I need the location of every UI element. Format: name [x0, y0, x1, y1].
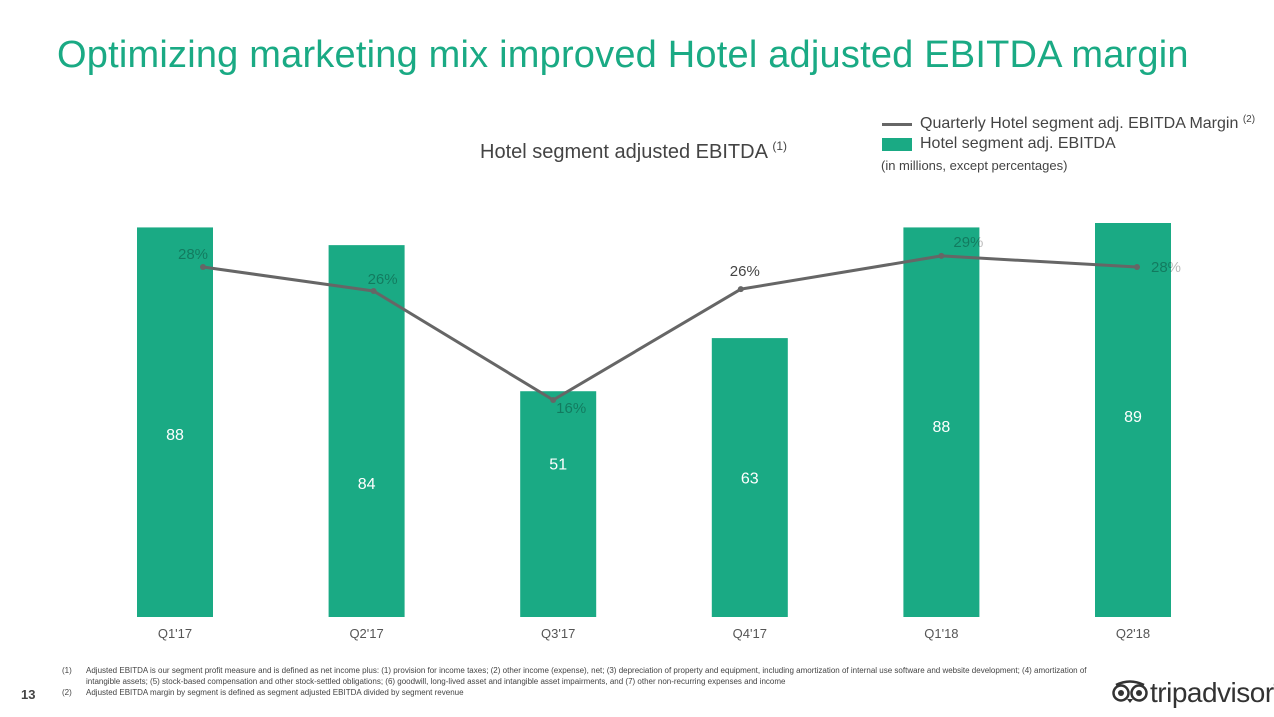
- bar-value-label: 63: [741, 471, 759, 488]
- footnote-text: Adjusted EBITDA is our segment profit me…: [86, 666, 1087, 686]
- legend-footnote-ref: (2): [1242, 114, 1256, 125]
- chart-title-footnote-ref: (1): [772, 139, 788, 153]
- margin-point: [1134, 264, 1140, 270]
- bar: [520, 391, 597, 617]
- chart-title-text: Hotel segment adjusted EBITDA: [480, 141, 767, 163]
- legend-label-margin: Quarterly Hotel segment adj. EBITDA Marg…: [920, 114, 1255, 133]
- category-label: Q1'18: [924, 626, 958, 641]
- footnote-1: (1) Adjusted EBITDA is our segment profit…: [62, 665, 1106, 687]
- bar-value-label: 51: [549, 456, 567, 473]
- footnote-mark: (1): [62, 666, 72, 675]
- bar-value-labels: 88 84 51 63 88 89: [166, 409, 1142, 493]
- bar-value-label: 88: [933, 419, 951, 436]
- page-number: 13: [21, 687, 36, 702]
- category-label: Q1'17: [158, 626, 192, 641]
- units-note: (in millions, except percentages): [881, 158, 1068, 173]
- margin-value-label: 26%: [368, 271, 398, 288]
- category-label: Q4'17: [733, 626, 767, 641]
- margin-value-label: 16%: [556, 400, 586, 417]
- margin-point: [200, 264, 206, 270]
- tripadvisor-logo: tripadvisor®: [1150, 677, 1274, 709]
- slide-title: Optimizing marketing mix improved Hotel …: [57, 34, 1189, 76]
- footnotes: (1) Adjusted EBITDA is our segment profit…: [62, 665, 1106, 698]
- footnote-text: Adjusted EBITDA margin by segment is def…: [86, 688, 464, 697]
- margin-value-label: 26%: [730, 263, 760, 280]
- margin-value-labels: 28% 26% 16% 26% 29% 28%: [178, 234, 1181, 417]
- bar-value-label: 88: [166, 427, 184, 444]
- legend-line-swatch: [882, 123, 912, 126]
- category-label: Q3'17: [541, 626, 575, 641]
- legend-label-ebitda: Hotel segment adj. EBITDA: [920, 135, 1116, 152]
- footnote-mark: (2): [62, 688, 72, 697]
- margin-point: [737, 286, 744, 293]
- margin-value-label: 28%: [178, 246, 208, 263]
- bar: [903, 227, 980, 617]
- bar-value-label: 89: [1124, 409, 1142, 426]
- legend-bar-swatch: [882, 138, 912, 151]
- bar: [711, 338, 788, 617]
- bar-value-label: 84: [358, 476, 376, 493]
- chart-title: Hotel segment adjusted EBITDA (1): [480, 139, 787, 164]
- bar: [137, 227, 213, 617]
- category-label: Q2'18: [1116, 626, 1150, 641]
- margin-point: [370, 288, 377, 294]
- margin-line: [202, 254, 1138, 402]
- legend-label-margin-text: Quarterly Hotel segment adj. EBITDA Marg…: [920, 115, 1239, 132]
- bar: [328, 245, 405, 617]
- margin-point: [550, 397, 557, 403]
- category-axis-labels: Q1'17 Q2'17 Q3'17 Q4'17 Q1'18 Q2'18: [158, 626, 1150, 641]
- margin-value-label: 29%: [953, 234, 983, 251]
- category-label: Q2'17: [349, 626, 383, 641]
- tripadvisor-owl-icon: [1112, 680, 1148, 703]
- footnote-2: (2) Adjusted EBITDA margin by segment is …: [62, 687, 1106, 698]
- bar-series: [137, 223, 1171, 617]
- margin-value-label: 28%: [1151, 259, 1181, 276]
- margin-point: [938, 252, 945, 259]
- bar: [1095, 223, 1171, 617]
- margin-line-series: [200, 252, 1140, 403]
- logo-wordmark: tripadvisor: [1150, 677, 1274, 708]
